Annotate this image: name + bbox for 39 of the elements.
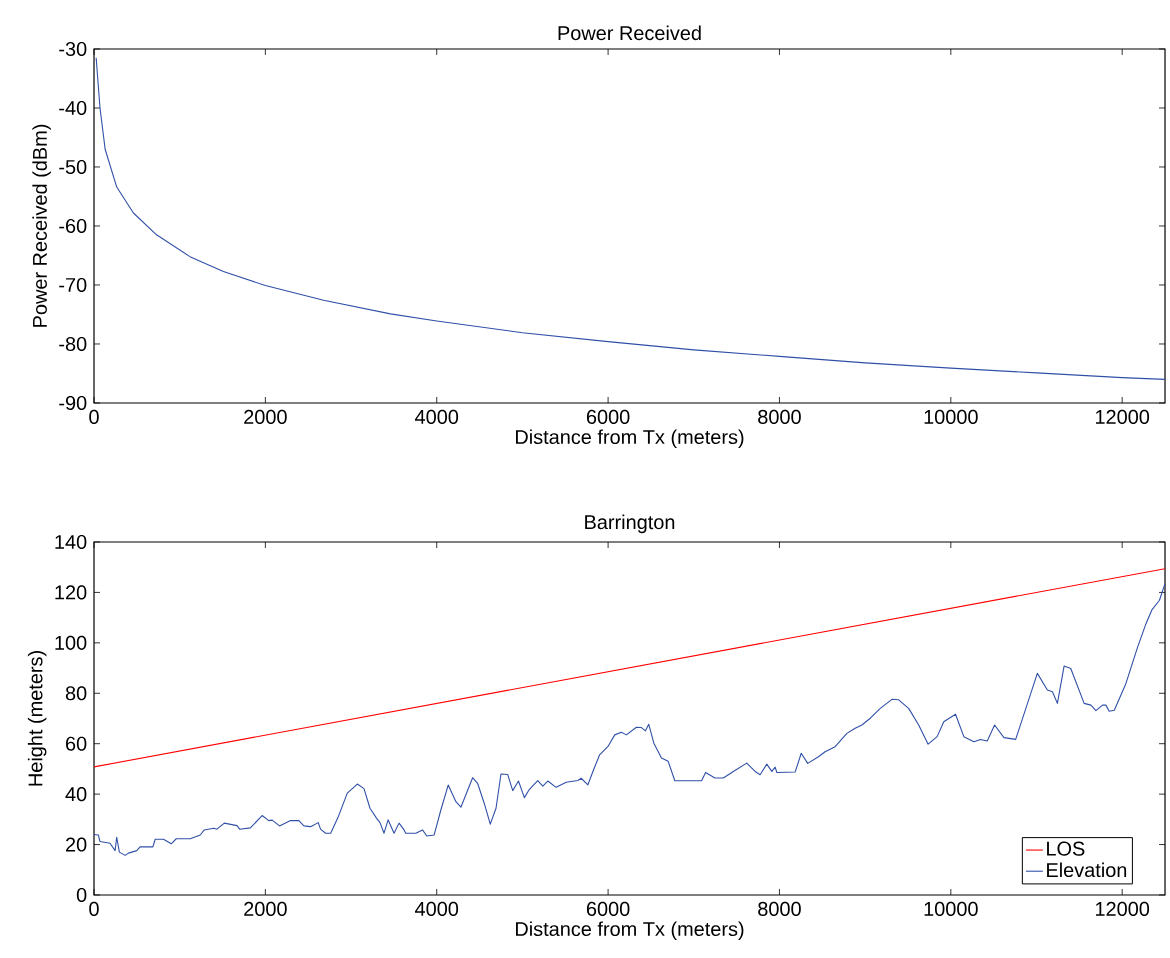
y-tick-label: -40 xyxy=(59,100,87,116)
line-series xyxy=(95,57,1166,380)
x-tick-label: 0 xyxy=(89,409,99,424)
legend-label: Elevation xyxy=(1047,862,1127,878)
x-tick-label: 10000 xyxy=(924,901,978,916)
x-tick-label: 0 xyxy=(89,901,99,916)
x-tick-label: 2000 xyxy=(244,901,287,916)
legend-label: LOS xyxy=(1047,841,1085,856)
chart-title: Power Received xyxy=(558,25,701,41)
y-tick-label: -80 xyxy=(59,336,87,352)
y-tick-label: 80 xyxy=(65,686,87,701)
y-axis-title: Height (meters) xyxy=(27,651,47,786)
x-tick-label: 4000 xyxy=(415,901,459,916)
y-tick-label: 40 xyxy=(65,787,87,802)
x-tick-label: 6000 xyxy=(586,409,630,424)
y-tick-label: -90 xyxy=(59,395,87,411)
x-tick-label: 12000 xyxy=(1095,901,1150,916)
x-tick-label: 8000 xyxy=(758,901,801,916)
x-tick-label: 6000 xyxy=(586,901,630,916)
y-tick-label: 20 xyxy=(66,837,87,852)
y-tick-label: -60 xyxy=(59,218,87,234)
x-tick-label: 10000 xyxy=(924,409,978,424)
y-tick-label: -30 xyxy=(59,41,87,57)
y-axis-title: Power Received (dBm) xyxy=(32,124,51,327)
x-tick-label: 12000 xyxy=(1095,409,1150,424)
y-tick-label: 140 xyxy=(55,534,87,550)
y-tick-label: 120 xyxy=(55,585,87,600)
x-tick-label: 8000 xyxy=(758,409,801,424)
y-tick-label: -70 xyxy=(59,277,87,293)
x-axis-title: Distance from Tx (meters) xyxy=(516,921,744,940)
x-tick-label: 2000 xyxy=(244,409,287,424)
y-tick-label: 60 xyxy=(66,736,87,751)
chart-title: Barrington xyxy=(585,514,675,534)
y-tick-label: 100 xyxy=(55,635,87,650)
line-series xyxy=(94,583,1166,856)
y-tick-label: -50 xyxy=(59,159,87,175)
x-axis-title: Distance from Tx (meters) xyxy=(516,429,744,448)
y-tick-label: 0 xyxy=(76,887,87,903)
x-tick-label: 4000 xyxy=(415,409,459,424)
